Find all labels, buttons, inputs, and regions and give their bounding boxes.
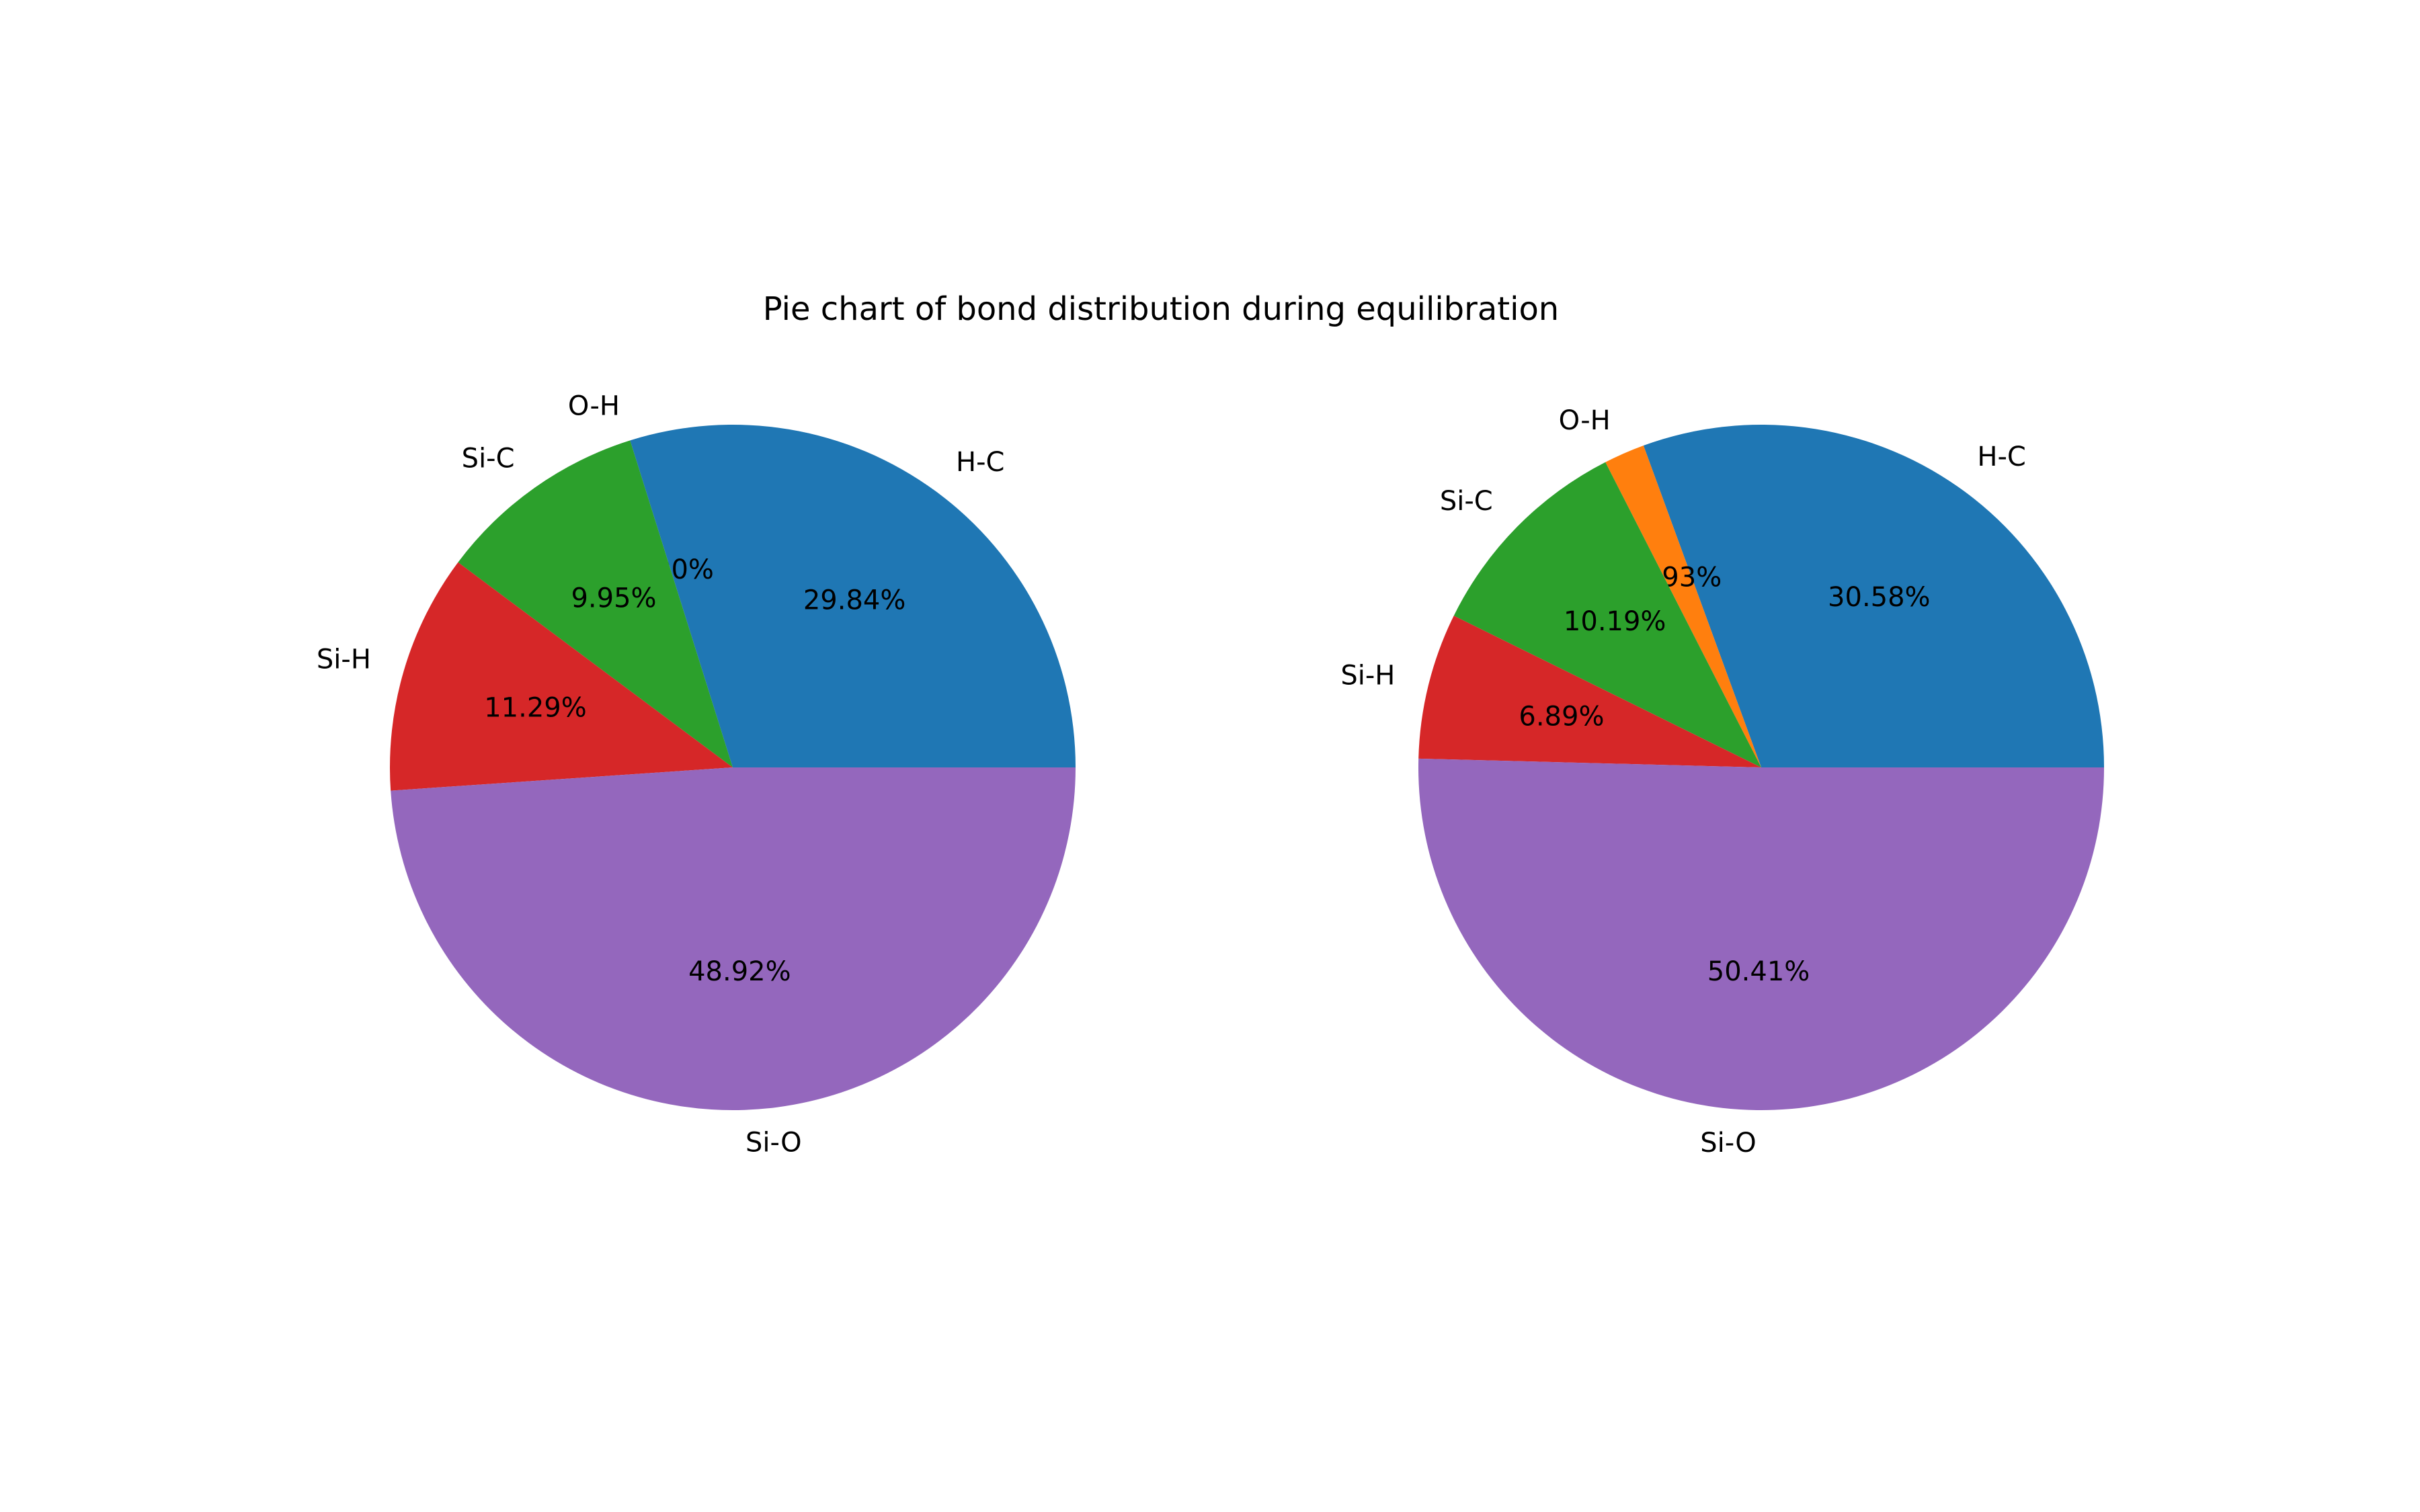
pie-slice-si-h: [1418, 616, 1761, 767]
slice-percent-label: 29.84%: [803, 585, 906, 616]
pie-slice-si-c: [1453, 462, 1761, 767]
slice-percent-label: 9.95%: [571, 583, 656, 614]
pie-slice-si-h: [389, 562, 733, 791]
figure-title: Pie chart of bond distribution during eq…: [763, 290, 1559, 328]
pie-slice-si-o: [1418, 758, 2104, 1111]
slice-percent-label: 48.92%: [688, 956, 791, 987]
slice-percent-label: 50.41%: [1707, 956, 1810, 987]
slice-category-label: H-C: [1977, 442, 2025, 472]
slice-percent-label: 11.29%: [484, 692, 587, 723]
pie-slice-o-h: [1605, 446, 1761, 767]
pie-chart-right: 30.58%H-C1.93%O-H10.19%Si-C6.89%Si-H50.4…: [1340, 405, 2104, 1159]
slice-category-label: Si-C: [1440, 486, 1493, 517]
slice-category-label: Si-H: [1340, 660, 1395, 691]
pie-chart-left: 29.84%H-C0.00%O-H9.95%Si-C11.29%Si-H48.9…: [317, 391, 1076, 1159]
slice-percent-label: 10.19%: [1564, 606, 1666, 637]
slice-category-label: O-H: [568, 391, 620, 422]
slice-category-label: H-C: [956, 447, 1004, 478]
pie-slice-h-c: [1643, 425, 2104, 767]
slice-category-label: Si-O: [745, 1128, 802, 1159]
slice-percent-label: 30.58%: [1828, 582, 1931, 613]
slice-percent-label: 6.89%: [1519, 702, 1604, 732]
slice-category-label: Si-O: [1700, 1128, 1757, 1159]
slice-category-label: Si-H: [317, 644, 371, 675]
pie-slice-si-c: [458, 440, 733, 767]
pie-slice-si-o: [391, 767, 1076, 1111]
slice-category-label: O-H: [1559, 405, 1611, 436]
pie-slice-h-c: [630, 425, 1076, 767]
slice-category-label: Si-C: [462, 443, 515, 474]
